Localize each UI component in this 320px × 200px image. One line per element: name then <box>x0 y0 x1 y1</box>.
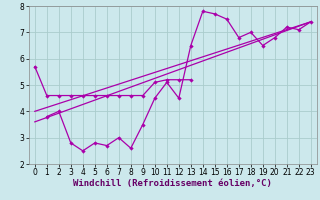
X-axis label: Windchill (Refroidissement éolien,°C): Windchill (Refroidissement éolien,°C) <box>73 179 272 188</box>
